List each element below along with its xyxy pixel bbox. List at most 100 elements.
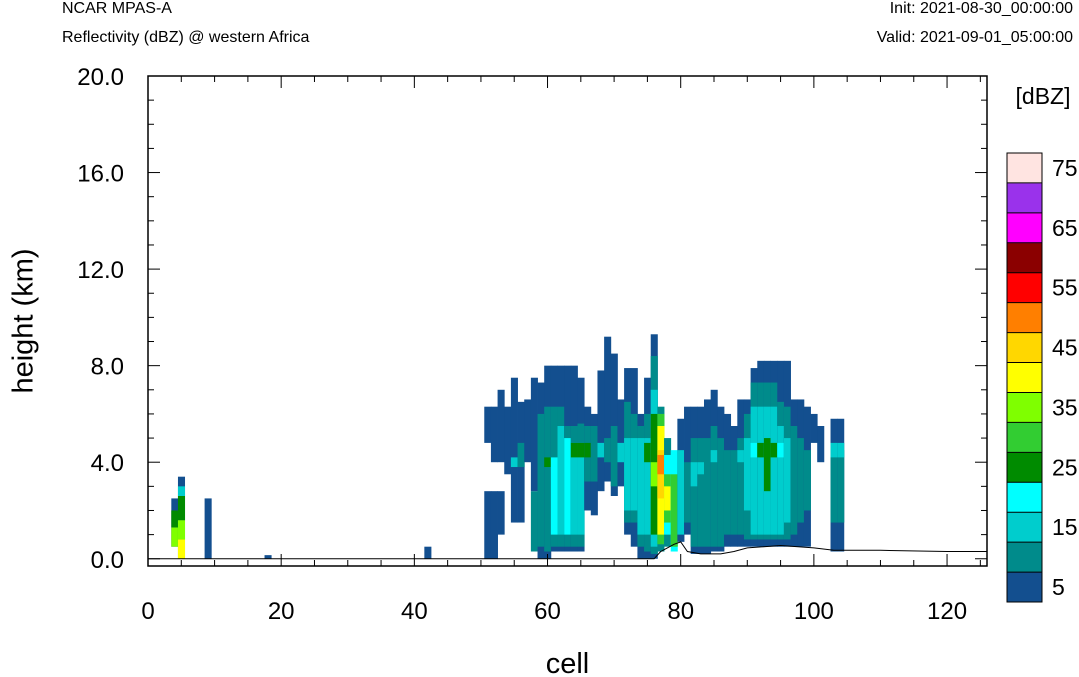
- reflectivity-cell: [757, 442, 765, 458]
- reflectivity-cell: [484, 406, 492, 443]
- y-axis-label: height (km): [8, 248, 40, 393]
- reflectivity-cell: [657, 454, 665, 475]
- reflectivity-cell: [484, 491, 492, 559]
- init-time: Init: 2021-08-30_00:00:00: [889, 0, 1073, 17]
- reflectivity-cell: [690, 462, 698, 487]
- y-tick-label: 16.0: [77, 161, 124, 188]
- reflectivity-cell: [630, 438, 638, 511]
- reflectivity-cell: [770, 406, 778, 535]
- reflectivity-cell: [670, 474, 678, 547]
- colorbar-tick-label: 15: [1052, 514, 1078, 540]
- reflectivity-cell: [697, 438, 705, 547]
- colorbar: 5 15 25 35 45 55 65 75: [1006, 152, 1078, 603]
- reflectivity-cell: [177, 486, 186, 496]
- reflectivity-cell: [830, 442, 838, 523]
- reflectivity-cell: [644, 438, 652, 535]
- chart-subtitle: Reflectivity (dBZ) @ western Africa: [62, 29, 310, 46]
- reflectivity-cell: [171, 510, 179, 528]
- x-tick-label: 120: [927, 598, 967, 625]
- reflectivity-cell: [604, 336, 612, 482]
- x-tick-label: 80: [667, 598, 694, 625]
- reflectivity-cell: [577, 442, 585, 535]
- colorbar-tick-label: 45: [1052, 335, 1078, 361]
- reflectivity-cell: [177, 496, 186, 521]
- reflectivity-cell: [837, 450, 845, 523]
- terrain-layer: [148, 541, 987, 560]
- colorbar-swatch: [1007, 542, 1042, 573]
- reflectivity-cell: [737, 438, 745, 535]
- reflectivity-cell: [424, 546, 432, 559]
- reflectivity-cell: [810, 413, 818, 443]
- reflectivity-cell: [550, 457, 558, 535]
- reflectivity-cell: [737, 450, 745, 463]
- reflectivity-cell: [777, 442, 785, 458]
- colorbar-swatch: [1007, 302, 1042, 333]
- reflectivity-cell: [597, 370, 605, 492]
- reflectivity-cell: [577, 442, 585, 458]
- reflectivity-cell: [757, 406, 765, 535]
- reflectivity-cell: [530, 491, 538, 552]
- reflectivity-cell: [797, 438, 805, 523]
- y-tick-label: 8.0: [91, 354, 124, 381]
- y-tick-label: 12.0: [77, 257, 124, 284]
- reflectivity-cell: [604, 438, 612, 463]
- reflectivity-cell: [770, 442, 778, 458]
- colorbar-swatch: [1007, 452, 1042, 483]
- reflectivity-cell: [664, 486, 672, 511]
- reflectivity-cell: [504, 406, 512, 475]
- colorbar-tick-label: 5: [1052, 574, 1065, 600]
- reflectivity-cell: [497, 389, 505, 463]
- reflectivity-cell: [710, 426, 718, 547]
- reflectivity-cell: [584, 442, 592, 458]
- colorbar-swatch: [1007, 272, 1042, 303]
- reflectivity-cell: [743, 438, 752, 511]
- reflectivity-cell: [497, 491, 505, 535]
- plot-frame: [147, 75, 988, 567]
- reflectivity-cell: [730, 450, 738, 535]
- reflectivity-cell: [783, 438, 791, 523]
- colorbar-swatch: [1007, 332, 1042, 363]
- colorbar-swatch: [1007, 392, 1042, 423]
- reflectivity-cell: [557, 426, 565, 535]
- reflectivity-cell: [750, 442, 758, 458]
- reflectivity-cell: [490, 491, 498, 559]
- reflectivity-cell: [264, 555, 272, 559]
- reflectivity-cell: [171, 527, 179, 547]
- reflectivity-cell: [570, 442, 578, 535]
- reflectivity-cell: [510, 457, 518, 468]
- colorbar-swatch: [1007, 512, 1042, 543]
- colorbar-swatch: [1007, 572, 1042, 603]
- reflectivity-cell: [510, 377, 518, 523]
- reflectivity-cell: [564, 438, 572, 535]
- x-axis-label: cell: [546, 648, 590, 677]
- x-tick-label: 60: [534, 598, 561, 625]
- reflectivity-cell: [637, 438, 645, 535]
- reflectivity-cell: [690, 438, 698, 547]
- colorbar-tick-label: 75: [1052, 155, 1078, 181]
- reflectivity-cell: [544, 457, 552, 468]
- reflectivity-cell: [777, 426, 785, 535]
- reflectivity-cell: [530, 377, 538, 492]
- reflectivity-cell: [537, 413, 545, 547]
- valid-time: Valid: 2021-09-01_05:00:00: [876, 29, 1073, 46]
- chart-title: NCAR MPAS-A: [62, 0, 172, 17]
- reflectivity-cell: [544, 406, 552, 552]
- reflectivity-cell: [570, 442, 578, 458]
- colorbar-tick-label: 55: [1052, 275, 1078, 301]
- colorbar-swatch: [1007, 482, 1042, 513]
- x-tick-label: 100: [794, 598, 834, 625]
- reflectivity-cell: [610, 353, 618, 496]
- reflectivity-cell: [644, 442, 652, 463]
- y-tick-label: 4.0: [91, 450, 124, 477]
- reflectivity-cell: [204, 498, 212, 559]
- reflectivity-cell: [803, 450, 811, 511]
- reflectivity-cell: [830, 442, 838, 458]
- reflectivity-cell: [817, 426, 825, 463]
- reflectivity-cell: [610, 426, 618, 487]
- reflectivity-cell: [490, 406, 498, 463]
- colorbar-tick-label: 35: [1052, 394, 1078, 420]
- y-tick-label: 20.0: [77, 64, 124, 91]
- reflectivity-cell: [763, 438, 771, 492]
- colorbar-unit-label: [dBZ]: [1016, 83, 1071, 109]
